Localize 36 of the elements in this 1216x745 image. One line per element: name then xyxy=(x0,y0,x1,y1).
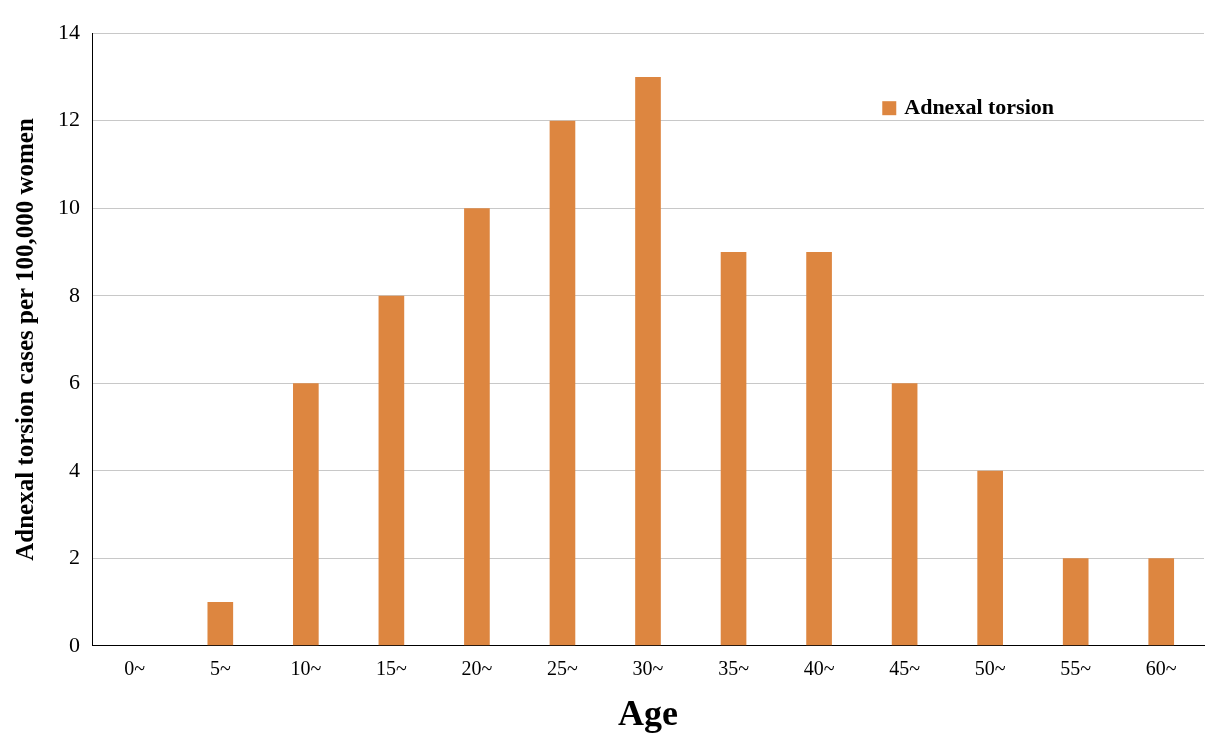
bar xyxy=(720,251,747,646)
x-tick-label: 55~ xyxy=(1060,657,1092,680)
bar xyxy=(806,251,832,646)
y-tick-label: 8 xyxy=(69,281,80,307)
x-tick-label: 50~ xyxy=(974,657,1006,680)
bar xyxy=(378,295,405,646)
x-tick-label: 20~ xyxy=(461,657,493,680)
x-tick-label: 45~ xyxy=(889,657,921,680)
x-tick-label: 30~ xyxy=(632,657,664,680)
y-axis-title: Adnexal torsion cases per 100,000 women xyxy=(11,118,39,561)
x-tick-label: 0~ xyxy=(124,657,146,680)
x-tick-label: 25~ xyxy=(547,657,579,680)
x-tick-label: 5~ xyxy=(209,657,231,680)
y-tick-label: 0 xyxy=(69,631,80,657)
y-tick-label: 12 xyxy=(58,106,80,132)
bar xyxy=(293,383,319,646)
x-tick-label: 15~ xyxy=(375,657,407,680)
y-tick-label: 2 xyxy=(69,544,80,570)
x-axis-title: Age xyxy=(618,692,679,733)
bar xyxy=(464,208,490,646)
bar xyxy=(891,383,918,646)
bar xyxy=(207,602,234,646)
bar xyxy=(1062,558,1089,646)
y-tick-label: 4 xyxy=(69,456,80,482)
x-tick-label: 35~ xyxy=(718,657,750,680)
y-tick-label: 10 xyxy=(58,194,80,220)
bar xyxy=(1148,558,1175,646)
x-tick-label: 10~ xyxy=(290,657,322,680)
legend-label: Adnexal torsion xyxy=(904,93,1055,119)
bar xyxy=(977,470,1003,646)
y-tick-label: 6 xyxy=(69,369,80,395)
x-tick-label: 60~ xyxy=(1145,657,1177,680)
bar xyxy=(549,120,576,646)
y-tick-label: 14 xyxy=(58,18,80,44)
bar xyxy=(635,76,661,646)
x-tick-label: 40~ xyxy=(803,657,835,680)
